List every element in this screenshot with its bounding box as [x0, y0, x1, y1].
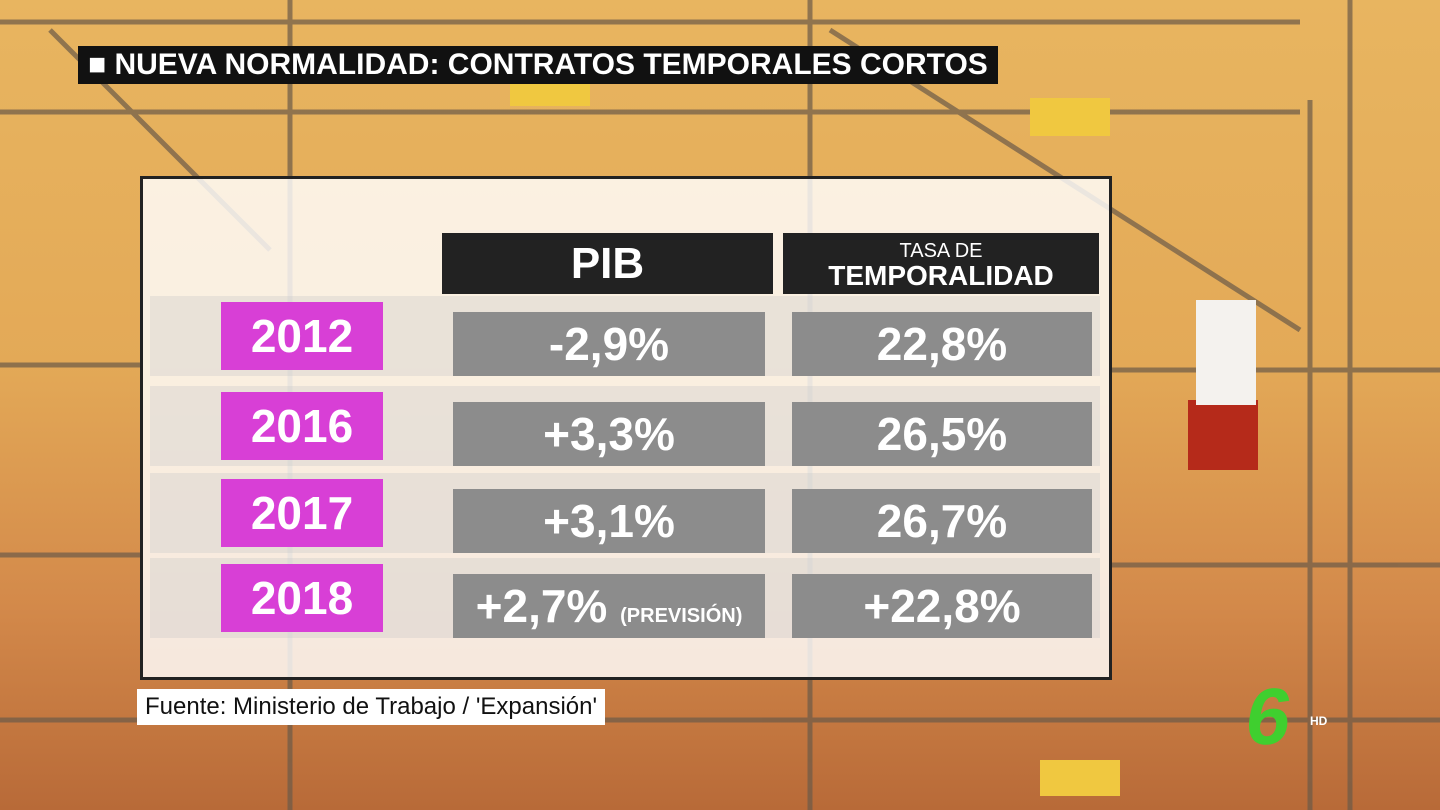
pib-value: +3,3%: [543, 408, 675, 460]
tasa-cell: 26,5%: [792, 402, 1092, 466]
column-header: PIB: [442, 233, 773, 294]
year-cell: 2018: [221, 564, 383, 632]
year-cell: 2016: [221, 392, 383, 460]
headline-text: NUEVA NORMALIDAD: CONTRATOS TEMPORALES C…: [114, 48, 988, 81]
tasa-cell: 22,8%: [792, 312, 1092, 376]
pib-cell: +3,3%: [453, 402, 765, 466]
pib-cell: +2,7% (PREVISIÓN): [453, 574, 765, 638]
pib-note: (PREVISIÓN): [620, 605, 743, 627]
headline: ■ NUEVA NORMALIDAD: CONTRATOS TEMPORALES…: [78, 46, 998, 84]
year-cell: 2017: [221, 479, 383, 547]
column-header-top: TASA DE: [899, 240, 983, 262]
channel-logo: 6: [1240, 672, 1298, 761]
pib-cell: +3,1%: [453, 489, 765, 553]
column-header-bottom: TEMPORALIDAD: [828, 260, 1054, 291]
column-header: TASA DE TEMPORALIDAD: [783, 233, 1099, 294]
tasa-cell: +22,8%: [792, 574, 1092, 638]
year-cell: 2012: [221, 302, 383, 370]
pib-value: +2,7%: [475, 580, 608, 632]
source: Fuente: Ministerio de Trabajo / 'Expansi…: [137, 689, 606, 725]
hd-badge: HD: [1310, 714, 1328, 728]
pib-value: +3,1%: [543, 495, 675, 547]
pib-cell: -2,9%: [453, 312, 765, 376]
pib-value: -2,9%: [548, 318, 670, 370]
tasa-cell: 26,7%: [792, 489, 1092, 553]
